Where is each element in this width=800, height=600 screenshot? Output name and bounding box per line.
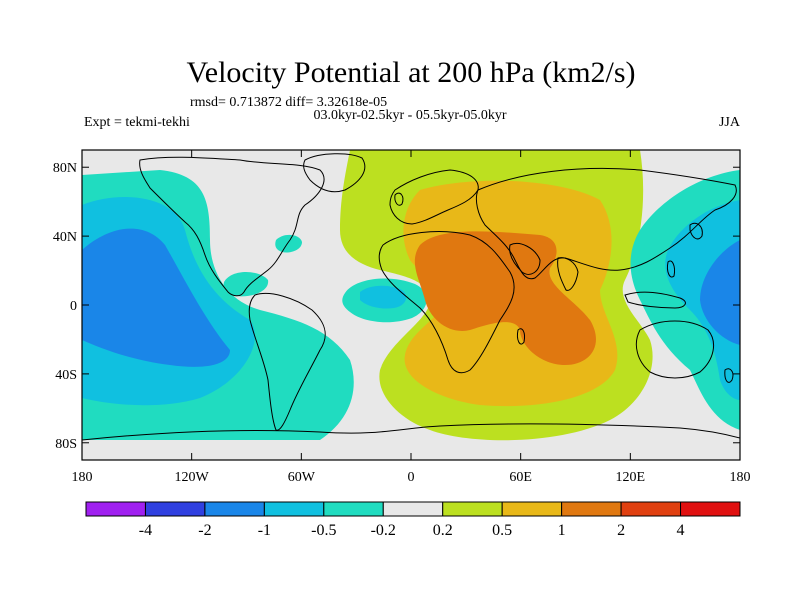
contour-atlantic-eq-0-5: [360, 285, 407, 309]
latitude-axis: 80N 40N 0 40S 80S: [53, 161, 740, 452]
colorbar-label: 2: [617, 522, 625, 539]
colorbar-swatch: [323, 501, 384, 517]
colorbar-label: 4: [677, 522, 685, 539]
colorbar-swatch: [382, 501, 444, 517]
contour-pacific-east-neg-1: [82, 228, 230, 367]
colorbar-swatch: [680, 501, 741, 517]
colorbar-swatch: [442, 501, 503, 517]
coastline-indonesia: [624, 291, 686, 309]
stats-text: rmsd= 0.713872 diff= 3.32618e-05: [190, 95, 387, 110]
lon-tick-label: 120W: [175, 470, 210, 485]
lat-tick-label: 0: [70, 299, 77, 314]
contour-gulf-blob: [275, 234, 302, 253]
colorbar-swatch: [263, 501, 325, 517]
coastline-africa: [378, 231, 515, 374]
coastline-australia: [635, 320, 715, 379]
lon-tick-label: 180: [72, 470, 93, 485]
lat-tick-label: 80S: [55, 437, 77, 452]
coastline-north-america: [139, 156, 325, 297]
colorbar-swatch: [144, 501, 206, 517]
lat-tick-label: 80N: [53, 161, 77, 176]
lon-tick-label: 60W: [288, 470, 316, 485]
colorbar-label: -0.2: [371, 522, 396, 539]
season-label: JJA: [719, 115, 741, 130]
coastline-japan: [689, 222, 703, 240]
coastline-greenland: [303, 153, 366, 193]
colorbar-swatch: [501, 501, 563, 517]
colorbar-labels: -4 -2 -1 -0.5 -0.2 0.2 0.5 1 2 4: [139, 522, 685, 539]
colorbar: [85, 501, 741, 517]
plot-title: Velocity Potential at 200 hPa (km2/s): [186, 56, 635, 89]
coastline-india: [557, 257, 579, 291]
colorbar-label: 1: [558, 522, 566, 539]
contour-oldworld-pos-1: [414, 231, 596, 365]
coastline-arabia: [509, 243, 541, 275]
colorbar-label: 0.5: [492, 522, 512, 539]
coastline-europe: [389, 169, 479, 225]
colorbar-label: -2: [198, 522, 211, 539]
lon-tick-label: 120E: [616, 470, 646, 485]
colorbar-label: -1: [258, 522, 271, 539]
period-label: 03.0kyr-02.5kyr - 05.5kyr-05.0kyr: [313, 108, 506, 123]
coastline-south-america: [248, 293, 326, 431]
colorbar-swatch: [85, 501, 146, 517]
colorbar-label: -4: [139, 522, 152, 539]
lat-tick-label: 40S: [55, 368, 77, 383]
velocity-potential-field: [82, 150, 740, 460]
lon-tick-label: 60E: [509, 470, 532, 485]
colorbar-label: -0.5: [311, 522, 336, 539]
coastline-new-zealand: [724, 368, 734, 383]
colorbar-swatch: [204, 501, 265, 517]
colorbar-label: 0.2: [433, 522, 453, 539]
experiment-label: Expt = tekmi-tekhi: [84, 115, 190, 130]
coastlines: [82, 153, 740, 441]
colorbar-swatch: [620, 501, 682, 517]
lat-tick-label: 40N: [53, 230, 77, 245]
lon-tick-label: 0: [408, 470, 415, 485]
contour-pacific-west-neg-1: [700, 240, 740, 345]
longitude-axis: 180 120W 60W 0 60E 120E 180: [72, 150, 751, 485]
coastline-philippines: [667, 260, 675, 278]
coastline-madagascar: [517, 328, 525, 345]
coastline-british-isles: [394, 192, 404, 206]
coastline-asia: [475, 167, 737, 280]
coastline-antarctica: [82, 423, 740, 441]
colorbar-swatch: [561, 501, 622, 517]
lon-tick-label: 180: [730, 470, 751, 485]
